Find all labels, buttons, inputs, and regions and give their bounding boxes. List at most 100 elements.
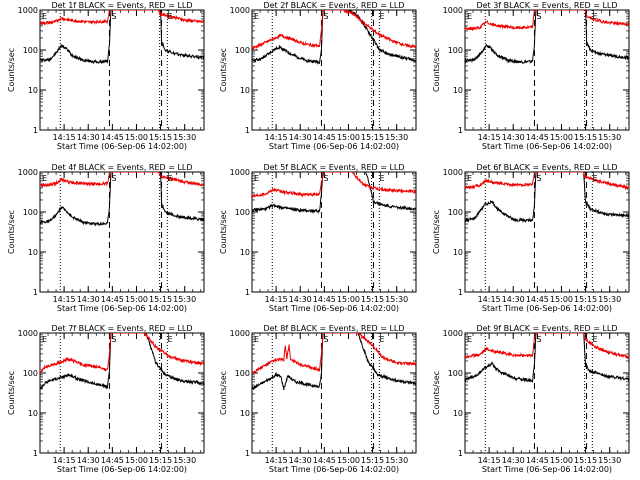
y-tick-label: 1000 (230, 329, 250, 338)
y-axis-label: Counts/sec (432, 48, 441, 92)
panel-title: Det 5f BLACK = Events, RED = LLD (263, 163, 404, 172)
plot-frame (464, 171, 630, 293)
marker-start-label: S (323, 174, 328, 183)
marker-start-label: S (323, 335, 328, 344)
y-axis-label: Counts/sec (432, 210, 441, 254)
events-series-line (40, 10, 204, 65)
y-tick-label: 10 (240, 248, 250, 257)
y-axis-label: Counts/sec (7, 48, 16, 92)
y-tick-label: 1000 (443, 6, 463, 15)
y-tick-label: 100 (235, 46, 250, 55)
panel-8: Det 8f BLACK = Events, RED = LLD Counts/s… (219, 324, 417, 474)
x-tick-label: 14:30 (289, 295, 312, 304)
y-tick-label: 1000 (230, 6, 250, 15)
x-tick-label: 15:15 (574, 133, 597, 142)
panel-title: Det 3f BLACK = Events, RED = LLD (476, 1, 617, 10)
y-tick-label: 100 (23, 208, 38, 217)
y-tick-label: 10 (28, 409, 38, 418)
x-tick-label: 15:15 (574, 295, 597, 304)
x-tick-label: 14:15 (53, 133, 76, 142)
x-tick-label: 15:30 (173, 295, 196, 304)
events-series-line (40, 172, 204, 227)
x-tick-label: 15:15 (361, 133, 384, 142)
panel-title: Det 9f BLACK = Events, RED = LLD (476, 324, 617, 333)
y-tick-label: 10 (453, 86, 463, 95)
x-tick-label: 14:15 (478, 456, 501, 465)
x-tick-label: 14:15 (478, 295, 501, 304)
y-tick-label: 1 (458, 449, 463, 458)
marker-end-label: E (42, 12, 47, 21)
events-series-line (252, 333, 416, 391)
y-tick-label: 1 (245, 288, 250, 297)
y-axis-label: Counts/sec (219, 371, 228, 415)
x-axis-label: Start Time (06-Sep-06 14:02:00) (269, 465, 399, 474)
marker-end-label: E (42, 335, 47, 344)
marker-end-label: E (593, 12, 598, 21)
x-tick-label: 14:30 (502, 133, 525, 142)
panel-4: Det 4f BLACK = Events, RED = LLD Counts/s… (7, 163, 205, 313)
x-tick-label: 15:00 (550, 295, 573, 304)
panel-5: Det 5f BLACK = Events, RED = LLD Counts/s… (219, 163, 417, 313)
lld-series-line (252, 172, 416, 198)
x-tick-label: 15:30 (598, 295, 621, 304)
marker-end-label: E (168, 12, 173, 21)
events-series-line (252, 10, 416, 66)
y-tick-label: 10 (453, 248, 463, 257)
x-tick-label: 15:00 (125, 295, 148, 304)
plot-frame (39, 9, 205, 131)
x-tick-label: 15:30 (598, 133, 621, 142)
marker-end-label: E (467, 174, 472, 183)
marker-end-label: E (380, 174, 385, 183)
x-axis-label: Start Time (06-Sep-06 14:02:00) (57, 142, 187, 151)
y-tick-label: 1 (458, 126, 463, 135)
x-tick-label: 15:00 (337, 456, 360, 465)
marker-start-label: S (536, 12, 541, 21)
marker-end-label: E (467, 335, 472, 344)
plot-frame (251, 9, 417, 131)
y-tick-label: 100 (23, 369, 38, 378)
y-tick-label: 10 (240, 86, 250, 95)
y-axis-label: Counts/sec (219, 210, 228, 254)
x-tick-label: 15:00 (337, 295, 360, 304)
marker-end-label: E (254, 174, 259, 183)
y-tick-label: 1 (458, 288, 463, 297)
x-tick-label: 15:30 (385, 295, 408, 304)
y-tick-label: 1000 (18, 329, 38, 338)
x-axis-label: Start Time (06-Sep-06 14:02:00) (57, 465, 187, 474)
events-series-line (40, 333, 204, 390)
x-tick-label: 14:15 (53, 456, 76, 465)
x-tick-label: 15:15 (149, 133, 172, 142)
x-tick-label: 14:30 (77, 456, 100, 465)
x-tick-label: 14:45 (526, 133, 549, 142)
lld-series-line (40, 172, 204, 188)
x-tick-label: 14:15 (265, 456, 288, 465)
x-tick-label: 14:15 (265, 133, 288, 142)
x-tick-label: 14:30 (502, 295, 525, 304)
panel-3: Det 3f BLACK = Events, RED = LLD Counts/s… (432, 1, 630, 151)
panel-title: Det 8f BLACK = Events, RED = LLD (263, 324, 404, 333)
panel-title: Det 1f BLACK = Events, RED = LLD (51, 1, 192, 10)
x-tick-label: 14:30 (289, 456, 312, 465)
y-tick-label: 1 (245, 449, 250, 458)
y-tick-label: 100 (235, 369, 250, 378)
panel-title: Det 2f BLACK = Events, RED = LLD (263, 1, 404, 10)
y-tick-label: 1 (33, 449, 38, 458)
marker-end-label: E (168, 335, 173, 344)
y-axis-label: Counts/sec (219, 48, 228, 92)
y-tick-label: 1 (245, 126, 250, 135)
x-tick-label: 15:00 (125, 133, 148, 142)
x-tick-label: 15:00 (550, 133, 573, 142)
plot-frame (464, 9, 630, 131)
panel-title: Det 6f BLACK = Events, RED = LLD (476, 163, 617, 172)
x-tick-label: 14:45 (313, 456, 336, 465)
x-tick-label: 14:45 (101, 456, 124, 465)
marker-end-label: E (380, 12, 385, 21)
x-tick-label: 15:30 (385, 456, 408, 465)
lld-series-line (252, 333, 416, 375)
panel-6: Det 6f BLACK = Events, RED = LLD Counts/s… (432, 163, 630, 313)
panel-1: Det 1f BLACK = Events, RED = LLD Counts/s… (7, 1, 205, 151)
y-tick-label: 10 (28, 86, 38, 95)
y-tick-label: 1000 (443, 168, 463, 177)
y-tick-label: 1000 (443, 329, 463, 338)
